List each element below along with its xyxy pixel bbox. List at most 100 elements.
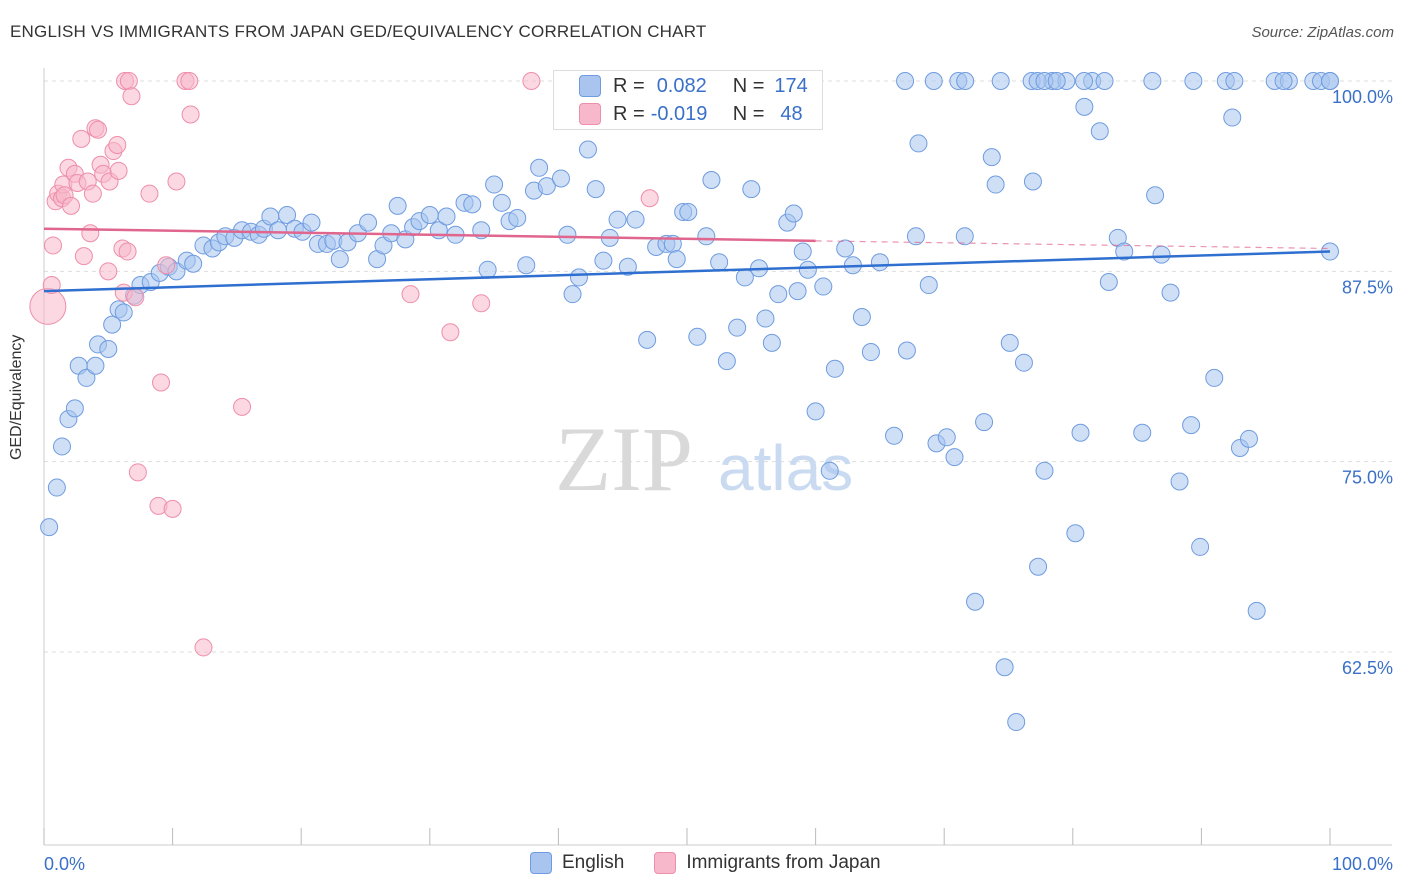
english-point — [578, 140, 597, 159]
japan-point — [181, 105, 200, 124]
english-point — [1023, 172, 1042, 191]
english-point — [1205, 368, 1224, 387]
japan-trend-extension — [815, 240, 1331, 250]
english-point — [1247, 601, 1266, 620]
english-point — [65, 399, 84, 418]
english-point — [86, 356, 105, 375]
english-point — [1133, 423, 1152, 442]
r-value-english: 0.082 — [656, 74, 707, 97]
english-point — [717, 352, 736, 371]
english-point — [784, 204, 803, 223]
english-point — [1321, 72, 1339, 90]
english-point — [1014, 353, 1033, 372]
japan-point — [119, 72, 138, 90]
n-value-japan: 48 — [780, 102, 803, 125]
english-point — [975, 413, 994, 432]
english-point — [563, 285, 582, 304]
english-point — [806, 402, 825, 421]
english-point — [1146, 186, 1165, 205]
english-point — [594, 251, 613, 270]
english-point — [1274, 72, 1293, 90]
japan-point — [126, 288, 145, 307]
english-point — [814, 277, 833, 296]
english-point — [1000, 333, 1019, 352]
english-point — [1182, 416, 1201, 435]
english-point — [114, 303, 133, 322]
english-point — [608, 210, 627, 229]
japan-point — [83, 184, 102, 203]
japan-points — [29, 72, 659, 657]
english-point — [420, 205, 439, 224]
english-point — [103, 315, 122, 334]
japan-point — [472, 294, 491, 313]
japan-point — [163, 499, 182, 518]
japan-point — [233, 397, 252, 416]
english-point — [1143, 72, 1162, 90]
english-point — [1035, 461, 1054, 480]
english-point — [330, 250, 349, 269]
english-point — [537, 177, 556, 196]
english-point — [937, 428, 956, 447]
english-point — [820, 461, 839, 480]
english-point — [1075, 72, 1094, 90]
english-point — [861, 343, 880, 362]
english-point — [53, 437, 72, 456]
english-point — [955, 227, 974, 246]
legend-item-english[interactable]: English — [530, 852, 624, 874]
watermark-zip: ZIP — [555, 408, 693, 510]
english-point — [1090, 122, 1109, 141]
japan-point — [72, 129, 91, 148]
english-point — [919, 276, 938, 295]
japan-point — [194, 638, 213, 657]
english-point — [626, 210, 645, 229]
x-tick-label-0: 0.0% — [44, 854, 85, 874]
y-tick-label-2: 75.0% — [1342, 468, 1393, 488]
english-point — [788, 282, 807, 301]
english-point — [906, 227, 925, 246]
english-point — [388, 196, 407, 215]
english-point — [793, 242, 812, 261]
english-point — [47, 478, 66, 497]
english-point — [1239, 429, 1258, 448]
english-point — [1075, 97, 1094, 116]
english-point — [956, 72, 975, 90]
source-label: Source: ZipAtlas.com — [1251, 24, 1394, 41]
japan-point — [42, 276, 61, 295]
english-point — [762, 333, 781, 352]
english-point — [1071, 423, 1090, 442]
x-tick-label-1: 100.0% — [1332, 854, 1393, 874]
english-point — [517, 256, 536, 275]
japan-point — [640, 189, 659, 208]
english-point — [825, 359, 844, 378]
english-point — [40, 518, 59, 537]
chart-title: ENGLISH VS IMMIGRANTS FROM JAPAN GED/EQU… — [10, 22, 707, 41]
english-point — [463, 195, 482, 214]
japan-point — [522, 72, 541, 90]
english-point — [1152, 245, 1171, 264]
english-point — [302, 213, 321, 232]
english-point — [966, 592, 985, 611]
y-tick-label-3: 62.5% — [1342, 658, 1393, 678]
english-point — [1066, 524, 1085, 543]
english-point — [897, 341, 916, 360]
japan-swatch — [579, 103, 601, 125]
japan-point — [44, 236, 63, 255]
stats-row-japan: R = -0.019 N = 48 — [579, 101, 803, 127]
tick-labels: 100.0% 87.5% 75.0% 62.5% 0.0% 100.0% — [44, 87, 1393, 874]
english-point — [99, 339, 118, 358]
y-tick-label-0: 100.0% — [1332, 87, 1393, 107]
watermark: ZIP atlas — [555, 408, 853, 510]
legend-item-japan[interactable]: Immigrants from Japan — [654, 852, 881, 874]
english-point — [1225, 72, 1244, 90]
axes — [43, 68, 1392, 846]
english-point — [991, 72, 1010, 90]
english-point — [836, 239, 855, 258]
english-point — [530, 158, 549, 177]
english-point — [269, 221, 288, 240]
english-point — [77, 368, 96, 387]
y-tick-label-1: 87.5% — [1342, 277, 1393, 297]
english-point — [995, 658, 1014, 677]
japan-point — [157, 256, 176, 275]
r-value-japan: -0.019 — [650, 102, 708, 125]
legend-label-japan: Immigrants from Japan — [686, 852, 881, 873]
